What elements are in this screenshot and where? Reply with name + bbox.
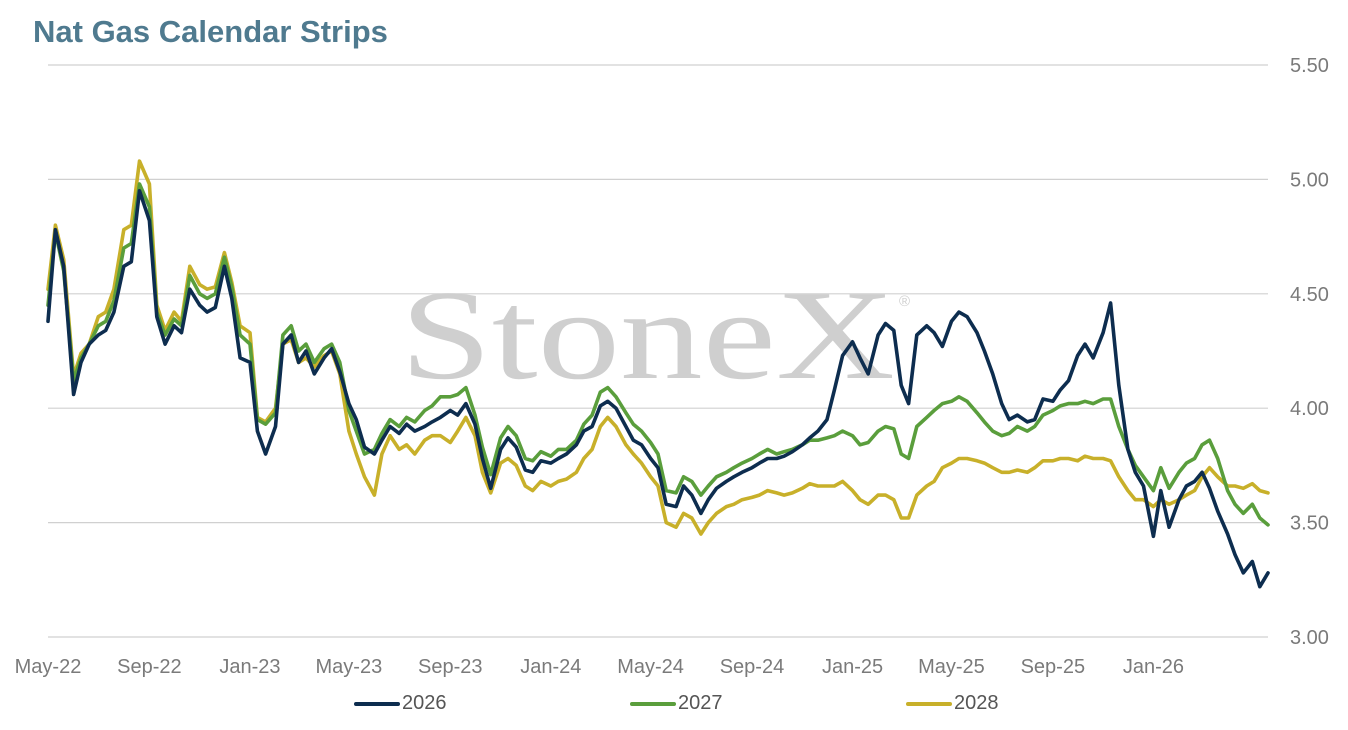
chart-title: Nat Gas Calendar Strips (33, 14, 388, 49)
watermark-text: StoneX (400, 264, 895, 406)
legend-label: 2026 (402, 692, 447, 714)
legend-swatch-2027 (630, 701, 676, 706)
y-tick-label: 5.00 (1290, 169, 1329, 191)
gridlines (48, 64, 1268, 638)
x-tick-label: Sep-23 (418, 656, 483, 678)
legend-label: 2028 (954, 692, 999, 714)
x-tick-label: Sep-25 (1021, 656, 1086, 678)
y-tick-label: 4.50 (1290, 284, 1329, 306)
x-tick-label: Sep-24 (720, 656, 785, 678)
x-tick-label: May-23 (316, 656, 383, 678)
x-tick-label: May-22 (15, 656, 82, 678)
legend-item-2028: 2028 (906, 692, 999, 715)
series-lines (46, 159, 1270, 589)
watermark-registered-mark: ® (899, 293, 910, 310)
legend-swatch-2028 (906, 701, 952, 706)
x-tick-label: May-24 (617, 656, 684, 678)
stonex-watermark: StoneX ® (400, 264, 910, 406)
x-tick-label: Jan-24 (520, 656, 581, 678)
x-axis-ticks: May-22 Sep-22 Jan-23 May-23 Sep-23 Jan-24 May-… (15, 656, 1184, 678)
x-tick-label: Jan-26 (1123, 656, 1184, 678)
x-tick-label: Jan-23 (219, 656, 280, 678)
legend-swatch-2026 (354, 701, 400, 706)
series-line-2026 (46, 189, 1270, 589)
legend-label: 2027 (678, 692, 723, 714)
line-chart: StoneX ® 3.00 3.50 4.00 4.50 5.00 5.50 May-22… (15, 55, 1329, 678)
legend-item-2026: 2026 (354, 692, 447, 715)
x-tick-label: Jan-25 (822, 656, 883, 678)
y-tick-label: 3.00 (1290, 627, 1329, 649)
x-tick-label: May-25 (918, 656, 985, 678)
x-tick-label: Sep-22 (117, 656, 182, 678)
y-axis-ticks: 3.00 3.50 4.00 4.50 5.00 5.50 (1290, 55, 1329, 649)
y-tick-label: 3.50 (1290, 513, 1329, 535)
legend-item-2027: 2027 (630, 692, 723, 715)
y-tick-label: 5.50 (1290, 55, 1329, 77)
y-tick-label: 4.00 (1290, 398, 1329, 420)
